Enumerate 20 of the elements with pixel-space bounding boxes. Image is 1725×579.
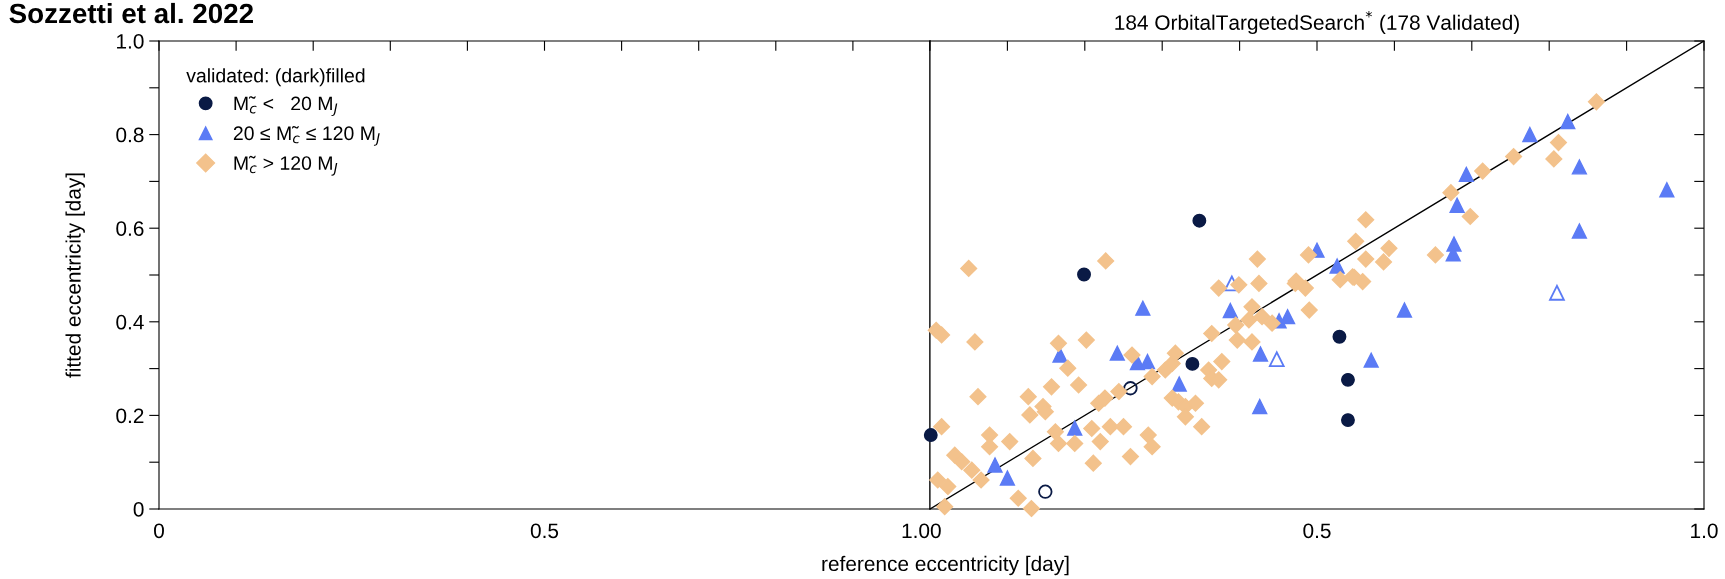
x-tick-label: 0.5 [530, 523, 559, 539]
legend-label: M̃$_{c}$ > 120 M$_{J}$ [234, 155, 338, 176]
x-tick-label: 0 [930, 523, 941, 539]
y-tick-label: 1.0 [117, 34, 144, 49]
text: Sozzetti et al. 2022 [9, 2, 253, 24]
x-tick-label: 0.5 [1303, 523, 1331, 539]
x-axis-title: reference eccentricity [day] [822, 555, 1069, 576]
y-tick-label: 0.4 [116, 314, 144, 330]
y-tick-label: 0 [133, 502, 144, 517]
x-tick-label: 1.0 [902, 523, 930, 539]
y-axis-title: fitted eccentricity [day] [65, 173, 85, 378]
legend-title: validated: (dark)filled [186, 68, 365, 87]
y-tick-label: 0.6 [116, 221, 144, 236]
y-tick-label: 0.2 [116, 408, 144, 424]
y-tick-label: 0.8 [116, 127, 144, 143]
x-tick-label: 1.0 [1691, 523, 1718, 539]
legend-label: 20 ≤ M̃$_{c}$ ≤ 120 M$_{J}$ [233, 126, 380, 146]
x-tick-label: 0 [154, 523, 164, 539]
legend-label: M̃$_{c}$ < 20 M$_{J}$ [234, 96, 338, 117]
chart-title: 184 OrbitalTargetedSearch$^{*}$ (178 Validated) [1115, 10, 1519, 35]
